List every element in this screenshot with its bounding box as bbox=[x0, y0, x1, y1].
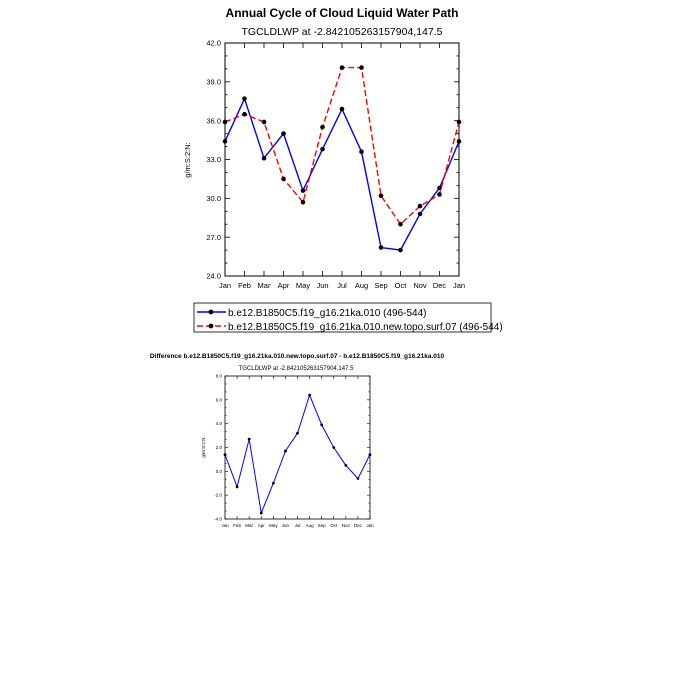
chart1-series-1-point bbox=[339, 106, 345, 112]
chart2-series-1-point bbox=[223, 453, 227, 457]
chart1-series-2-point bbox=[320, 124, 325, 130]
chart1-y-tick-label: 24.0 bbox=[206, 272, 221, 281]
chart1-legend: b.e12.B1850C5.f19_g16.21ka.010 (496-544)… bbox=[193, 302, 503, 333]
chart1-x-tick-label: Nov bbox=[413, 281, 427, 290]
chart1-y-tick-label: 39.0 bbox=[206, 77, 221, 86]
chart1-series-1-point bbox=[320, 146, 325, 152]
chart2-series-1-point bbox=[320, 423, 324, 427]
chart1-series-2-point bbox=[398, 221, 403, 227]
chart2-series-1-point bbox=[356, 477, 360, 480]
chart2-subtitle: TGCLDLWP at -2.842105263157904,147.5 bbox=[239, 366, 355, 372]
chart1-x-tick-label: Oct bbox=[395, 281, 408, 290]
chart2-x-tick-label: Mar bbox=[245, 523, 253, 528]
legend-box bbox=[193, 302, 492, 333]
chart1-x-tick-label: Apr bbox=[278, 281, 290, 290]
chart2-series-1-point bbox=[344, 463, 348, 467]
chart1-series-1-point bbox=[300, 188, 306, 193]
chart2-y-axis-label: g/m:S:2:N: bbox=[201, 436, 206, 457]
chart2-series-1-point bbox=[259, 511, 263, 515]
legend-marker-series2 bbox=[208, 323, 214, 329]
chart1-series-1-point bbox=[242, 96, 247, 101]
chart2-series-1-point bbox=[308, 393, 311, 397]
chart1-x-tick-label: Mar bbox=[258, 281, 271, 290]
chart2-x-tick-label: Sep bbox=[318, 523, 327, 528]
chart2-y-tick-label: 8.0 bbox=[216, 374, 223, 379]
legend-label-series1: b.e12.B1850C5.f19_g16.21ka.010 (496-544) bbox=[228, 308, 427, 319]
chart2-x-tick-label: Oct bbox=[330, 523, 338, 528]
chart2-x-tick-label: Jan bbox=[221, 523, 229, 528]
chart1-y-tick-label: 42.0 bbox=[206, 39, 221, 48]
chart1-y-tick-label: 27.0 bbox=[206, 233, 221, 242]
chart1-series-2-point bbox=[242, 111, 247, 117]
chart2-x-tick-label: Nov bbox=[342, 523, 351, 528]
chart2-series-1-point bbox=[368, 453, 372, 457]
chart1-series-1-point bbox=[398, 247, 403, 253]
chart1-x-tick-label: Feb bbox=[238, 281, 251, 290]
chart1-x-tick-label: Aug bbox=[355, 281, 368, 290]
chart2-series-1-point bbox=[271, 481, 275, 485]
chart1-plot-frame bbox=[224, 42, 460, 277]
chart2-series-1-point bbox=[247, 437, 251, 441]
chart2-series-1-point bbox=[296, 431, 299, 435]
chart1-series-1-point bbox=[456, 139, 462, 144]
chart2-series-1-line bbox=[224, 393, 371, 515]
chart1-series-2-point bbox=[417, 203, 423, 209]
chart1-series-1-point bbox=[437, 185, 442, 191]
chart2-x-tick-label: Dec bbox=[354, 523, 363, 528]
chart2-x-tick-label: Feb bbox=[233, 523, 241, 528]
chart2-x-tick-label: Jun bbox=[282, 523, 290, 528]
chart1-y-axis-label: g/m:S:2:N: bbox=[183, 142, 192, 177]
chart1-series-2-point bbox=[378, 193, 384, 199]
chart1-series-1-point bbox=[417, 211, 423, 217]
chart1-y-tick-label: 30.0 bbox=[206, 194, 221, 203]
chart2-series-1-point bbox=[235, 485, 239, 489]
chart2-y-tick-label: 6.0 bbox=[216, 397, 223, 402]
chart1-x-tick-label: May bbox=[296, 281, 310, 290]
chart1-title: Annual Cycle of Cloud Liquid Water Path bbox=[226, 6, 459, 20]
chart2-series-1-point bbox=[284, 449, 287, 453]
chart2-x-tick-label: May bbox=[269, 523, 278, 528]
chart1-series-1-point bbox=[222, 139, 228, 144]
chart1-x-tick-label: Jun bbox=[316, 281, 328, 290]
chart1-series-1-point bbox=[378, 245, 384, 250]
chart2-plot-layer: Jan Feb Mar Apr May Jun Jul Aug Sep Oct Nov Dec Jan-… bbox=[214, 374, 374, 528]
chart1-series-2-point bbox=[261, 119, 267, 125]
chart1-x-tick-label: Jan bbox=[453, 281, 465, 290]
chart1-series-2-point bbox=[281, 176, 286, 182]
chart1-subtitle: TGCLDLWP at -2.842105263157904,147.5 bbox=[241, 26, 442, 38]
chart1-x-tick-label: Sep bbox=[374, 281, 387, 290]
chart1-series-2-point bbox=[456, 119, 462, 125]
chart1-series-1-point bbox=[281, 131, 286, 136]
chart2-x-tick-label: Jul bbox=[295, 523, 301, 528]
chart2-y-tick-label: 2.0 bbox=[216, 445, 223, 450]
chart2-y-tick-label: -2.0 bbox=[214, 493, 222, 498]
chart2-series-1-point bbox=[332, 446, 336, 449]
chart1-x-tick-label: Jan bbox=[219, 281, 231, 290]
legend-marker-series1 bbox=[208, 309, 214, 315]
chart1-x-tick-label: Dec bbox=[433, 281, 447, 290]
chart2-x-tick-label: Aug bbox=[306, 523, 315, 528]
chart1-plot-layer: Jan Feb Mar Apr May Jun Jul Aug Sep Oct Nov Dec Jan2… bbox=[206, 39, 465, 290]
chart1-series-2-point bbox=[437, 192, 442, 197]
chart2-y-tick-label: 0.0 bbox=[216, 469, 223, 474]
chart1-series-2-point bbox=[359, 65, 364, 70]
chart2-y-tick-label: -4.0 bbox=[214, 517, 222, 522]
chart2-x-tick-label: Apr bbox=[258, 523, 266, 528]
chart1-y-tick-label: 33.0 bbox=[206, 155, 221, 164]
chart1-y-tick-label: 36.0 bbox=[206, 116, 221, 125]
legend-label-series2: b.e12.B1850C5.f19_g16.21ka.010.new.topo.… bbox=[228, 322, 503, 333]
chart1-series-2-point bbox=[339, 65, 345, 70]
chart2-x-tick-label: Jan bbox=[366, 523, 374, 528]
chart2-title: Difference b.e12.B1850C5.f19_g16.21ka.01… bbox=[150, 353, 445, 360]
chart1-series-2-point bbox=[300, 199, 306, 205]
chart1-series-1-line bbox=[224, 96, 460, 251]
chart1-series-1-point bbox=[359, 149, 364, 155]
chart1-series-1-point bbox=[261, 155, 267, 161]
chart2-y-tick-label: 4.0 bbox=[216, 421, 223, 426]
chart1-series-2-point bbox=[222, 119, 228, 125]
chart1-x-tick-label: Jul bbox=[337, 281, 347, 290]
